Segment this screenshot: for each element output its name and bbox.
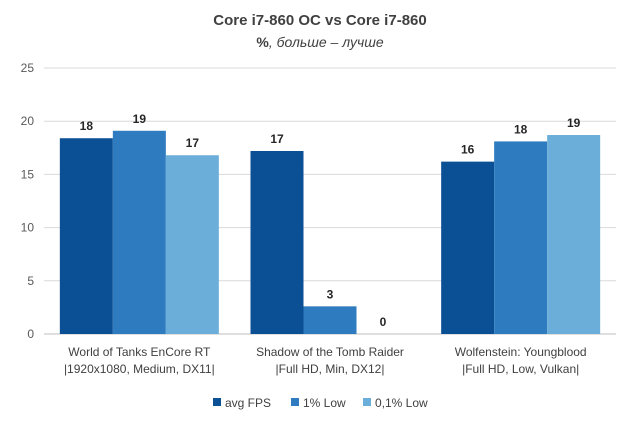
x-category-label: Shadow of the Tomb Raider |Full HD, Min, … — [256, 345, 404, 376]
legend-swatch — [213, 398, 221, 406]
legend-label: 1% Low — [303, 396, 346, 410]
bar — [112, 130, 166, 334]
data-label: 3 — [327, 287, 334, 301]
data-label: 0 — [380, 315, 387, 329]
data-label: 17 — [186, 136, 200, 150]
x-axis: World of Tanks EnCore RT |1920x1080, Medi… — [64, 345, 587, 376]
bar — [547, 135, 601, 334]
y-tick-label: 0 — [27, 327, 34, 341]
y-tick-label: 20 — [21, 114, 35, 128]
chart-title: Core i7-860 OC vs Core i7-860 — [213, 12, 426, 29]
bar — [59, 138, 113, 334]
legend-label: 0,1% Low — [375, 396, 428, 410]
chart-subtitle-text: , больше – лучше — [269, 34, 384, 50]
x-category-label: Wolfenstein: Youngblood |Full HD, Low, Vu… — [455, 345, 587, 376]
bar — [250, 150, 304, 334]
data-label: 18 — [514, 122, 528, 136]
legend-label: avg FPS — [225, 396, 271, 410]
legend: avg FPS 1% Low 0,1% Low — [213, 396, 428, 410]
data-label: 17 — [270, 132, 284, 146]
x-category-label: World of Tanks EnCore RT |1920x1080, Medi… — [64, 345, 215, 376]
legend-swatch — [363, 398, 371, 406]
y-axis: 0 5 10 15 20 25 — [21, 61, 35, 341]
y-tick-label: 10 — [21, 221, 35, 235]
data-label: 19 — [567, 116, 581, 130]
bar — [303, 306, 357, 334]
y-tick-label: 15 — [21, 167, 35, 181]
bar — [494, 141, 548, 334]
data-label: 16 — [461, 143, 475, 157]
legend-swatch — [291, 398, 299, 406]
chart-subtitle-unit: % — [256, 34, 269, 50]
bars — [59, 130, 601, 334]
data-label: 19 — [133, 112, 147, 126]
bar — [441, 161, 495, 334]
y-tick-label: 5 — [27, 274, 34, 288]
data-label: 18 — [80, 119, 94, 133]
data-labels: 18 19 17 17 3 0 16 18 19 — [80, 112, 581, 329]
bar — [165, 155, 219, 334]
y-tick-label: 25 — [21, 61, 35, 75]
chart-subtitle: %, больше – лучше — [256, 34, 383, 50]
